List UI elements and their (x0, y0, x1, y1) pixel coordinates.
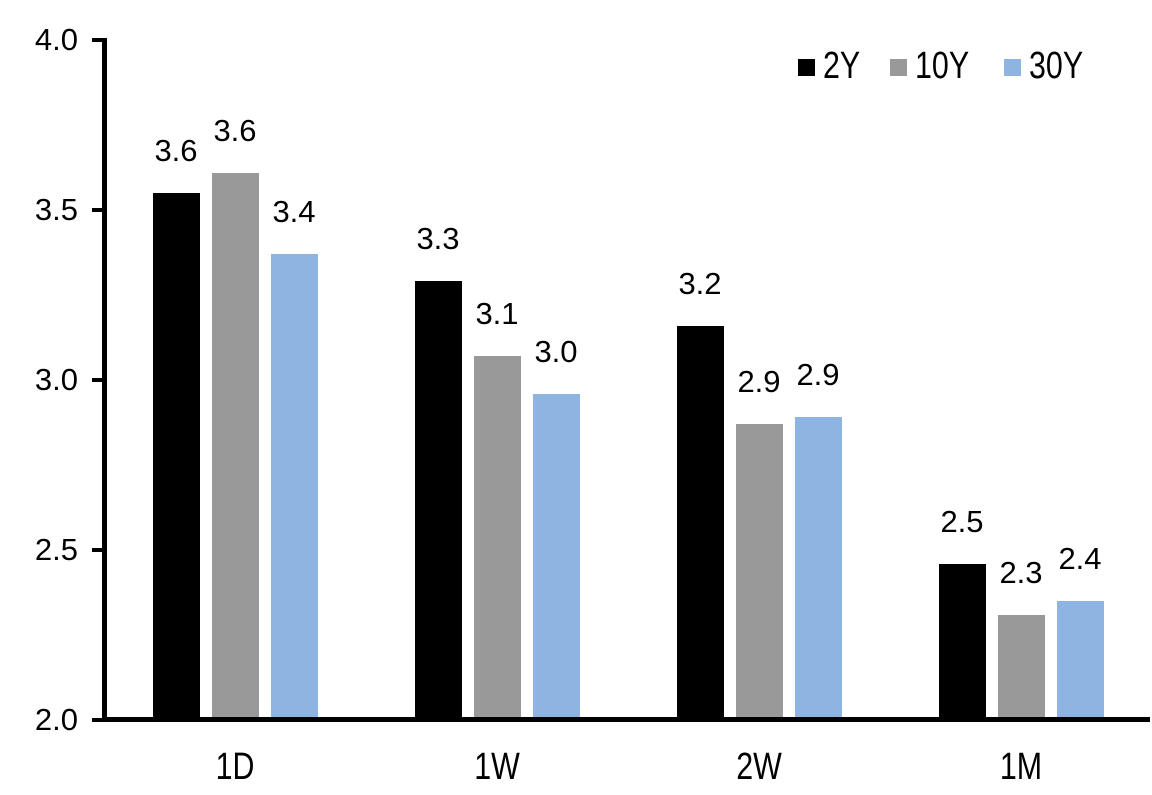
bar-value-label: 2.9 (737, 364, 781, 400)
bar-2Y-2W (676, 325, 724, 720)
legend-label: 10Y (915, 45, 970, 87)
y-tick-label: 4.0 (34, 22, 78, 57)
y-axis-tick (92, 548, 102, 552)
bar-value-label: 3.6 (213, 112, 257, 148)
legend-item-2Y: 2Y (798, 46, 869, 86)
legend-swatch-30Y (1004, 58, 1022, 76)
bar-30Y-1D (270, 254, 318, 720)
bar-10Y-1M (997, 614, 1045, 720)
bar-10Y-1D (211, 172, 259, 720)
legend-item-30Y: 30Y (1004, 46, 1097, 86)
legend-item-10Y: 10Y (890, 46, 983, 86)
x-axis-line (102, 717, 1150, 722)
bar-value-label: 3.2 (678, 265, 722, 301)
x-tick-label: 1M (999, 746, 1043, 788)
legend-label: 2Y (823, 45, 861, 87)
bar-value-label: 3.6 (154, 133, 198, 168)
y-axis-tick (92, 718, 102, 722)
bar-value-label: 2.9 (796, 357, 840, 393)
bar-10Y-2W (735, 424, 783, 720)
y-axis-tick (92, 208, 102, 212)
x-tick-label: 2W (736, 746, 782, 788)
chart-legend: 2Y 10Y 30Y (798, 46, 1097, 86)
x-tick-label: 1W (474, 746, 520, 788)
x-tick-label: 1D (215, 746, 255, 788)
legend-swatch-10Y (890, 58, 908, 76)
legend-swatch-2Y (798, 58, 815, 76)
bar-value-label: 2.5 (940, 503, 984, 539)
bar-10Y-1W (473, 356, 521, 720)
y-tick-label: 3.0 (34, 362, 78, 397)
y-tick-label: 2.0 (34, 702, 78, 737)
bar-value-label: 2.3 (999, 554, 1043, 590)
y-axis-tick (92, 378, 102, 382)
bar-2Y-1D (152, 193, 200, 720)
bar-2Y-1W (414, 281, 462, 720)
bar-value-label: 3.3 (416, 221, 460, 257)
y-axis-tick (92, 38, 102, 42)
bar-30Y-1M (1056, 601, 1104, 720)
bar-30Y-2W (794, 417, 842, 720)
bar-2Y-1M (938, 563, 986, 720)
legend-label: 30Y (1029, 45, 1084, 87)
y-tick-label: 3.5 (34, 192, 78, 227)
y-tick-label: 2.5 (34, 532, 78, 567)
bar-value-label: 3.0 (534, 333, 578, 369)
bar-30Y-1W (532, 393, 580, 720)
bar-value-label: 3.1 (475, 296, 519, 332)
bar-value-label: 2.4 (1058, 541, 1102, 576)
y-axis-line (102, 38, 107, 722)
bar-value-label: 3.4 (272, 194, 316, 230)
